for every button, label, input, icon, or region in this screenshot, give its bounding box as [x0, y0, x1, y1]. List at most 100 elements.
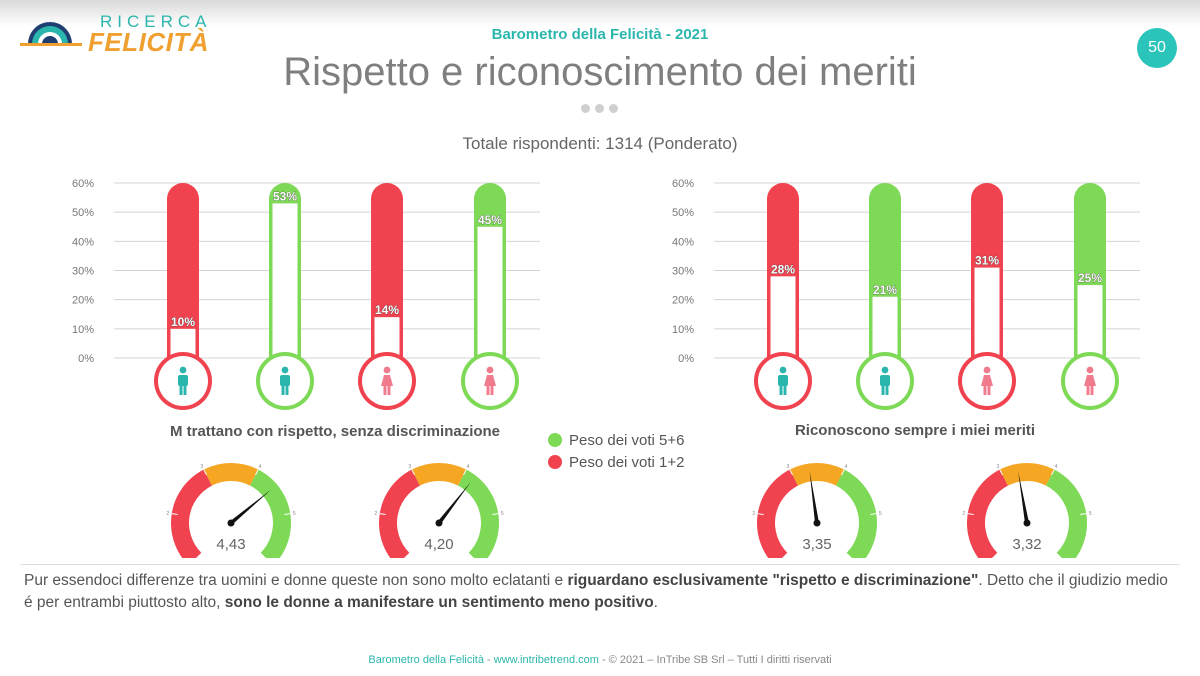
gauge-segment [757, 469, 798, 566]
chart-caption-rispetto: M trattano con rispetto, senza discrimin… [169, 423, 501, 440]
gauge-tick-label: 4 [467, 464, 470, 470]
gauge-tick [203, 469, 207, 476]
report-title: Barometro della Felicità - 2021 [491, 26, 709, 43]
data-label: 53% [273, 189, 297, 203]
legend-label-red: Peso dei voti 1+2 [569, 454, 685, 471]
logo-text-bottom: FELICITÀ [88, 27, 209, 57]
gauge-tick-label: 3 [201, 464, 204, 470]
legend-dot-green [548, 433, 562, 447]
legend-item-red: Peso dei voti 1+2 [548, 452, 685, 474]
footnote-text: . [653, 594, 658, 611]
legend-item-green: Peso dei voti 5+6 [548, 430, 685, 452]
gauge-tick-label: 5 [879, 511, 882, 517]
gauge-segment [836, 469, 877, 566]
gauge-tick [999, 469, 1003, 476]
gauge-value: 3,32 [1012, 536, 1042, 553]
male-icon [778, 366, 788, 395]
gauge-segment [999, 463, 1055, 486]
gauge-dial: 123456 [374, 463, 504, 572]
pagination-dots [581, 100, 623, 118]
footer-sep: - [483, 654, 494, 666]
gauge-tick-label: 2 [962, 511, 965, 517]
footer-brand: Barometro della Felicità [368, 654, 484, 666]
gauge-tick [757, 513, 764, 516]
data-label: 25% [1078, 271, 1102, 285]
top-bar [0, 0, 1200, 26]
footnote-bold: sono le donne a manifestare un sentiment… [224, 594, 654, 611]
y-tick-label: 30% [72, 266, 94, 278]
data-label: 10% [171, 315, 195, 329]
y-tick-label: 10% [672, 324, 694, 336]
y-tick-label: 30% [672, 266, 694, 278]
gauge-dial: 123456 [962, 463, 1092, 572]
gauge-tick [841, 469, 845, 476]
y-tick-label: 10% [72, 324, 94, 336]
gauge-tick-label: 5 [501, 511, 504, 517]
chart-caption-meriti: Riconoscono sempre i miei meriti [794, 422, 1036, 439]
footnote-bold: riguardano esclusivamente "rispetto e di… [567, 572, 979, 589]
gauge-tick-label: 2 [752, 511, 755, 517]
y-tick-label: 50% [72, 207, 94, 219]
gauge-tick [789, 469, 793, 476]
y-tick-label: 40% [672, 236, 694, 248]
gauge-tick [967, 513, 974, 516]
data-label: 45% [478, 213, 502, 227]
legend: Peso dei voti 5+6 Peso dei voti 1+2 [548, 430, 685, 474]
gauge-tick [255, 469, 259, 476]
footer-link[interactable]: www.intribetrend.com [493, 654, 599, 666]
gauge-segment [250, 469, 291, 566]
gauge-needle [809, 471, 819, 524]
legend-dot-red [548, 455, 562, 469]
y-tick-label: 50% [672, 207, 694, 219]
logo-text-top: RICERCA [100, 12, 212, 31]
data-label: 28% [771, 262, 795, 276]
gauge-segment [967, 469, 1008, 566]
gauge-tick [492, 513, 499, 516]
gauge-tick-label: 3 [787, 464, 790, 470]
gauge-tick [411, 469, 415, 476]
footer-copyright: - © 2021 – InTribe SB Srl – Tutti I diri… [598, 654, 832, 666]
gauge-tick-label: 4 [259, 464, 262, 470]
male-icon [280, 366, 290, 395]
y-tick-label: 20% [72, 295, 94, 307]
y-tick-label: 60% [72, 178, 94, 190]
gauge-dial: 123456 [166, 463, 296, 572]
gauge-meriti-m: 123456 3,35 [752, 458, 882, 572]
page-number-badge: 50 [1137, 28, 1177, 68]
gauge-pivot [435, 519, 443, 527]
thermometer-chart-rispetto: 60% 50% 40% 30% 20% 10% 0% 10% 53% 14% 45% [72, 178, 540, 410]
gauge-tick [284, 513, 291, 516]
gauge-tick-label: 4 [845, 464, 848, 470]
gauge-segment [203, 463, 259, 486]
female-icon [381, 366, 393, 395]
gauge-tick [870, 513, 877, 516]
footnote: Pur essendoci differenze tra uomini e do… [24, 570, 1174, 614]
logo-icon [20, 22, 82, 46]
divider [20, 564, 1180, 565]
legend-label-green: Peso dei voti 5+6 [569, 432, 685, 449]
female-icon [981, 366, 993, 395]
gauge-segment [411, 463, 467, 486]
y-tick-label: 40% [72, 236, 94, 248]
respondents-text: Totale rispondenti: 1314 (Ponderato) [462, 134, 738, 153]
gauge-tick-label: 3 [409, 464, 412, 470]
gauge-meriti-f: 123456 3,32 [962, 458, 1092, 572]
data-label: 31% [975, 254, 999, 268]
gauge-value: 4,43 [216, 536, 246, 553]
gauge-tick [463, 469, 467, 476]
male-icon [880, 366, 890, 395]
gauge-tick-label: 4 [1055, 464, 1058, 470]
footer: Barometro della Felicità - www.intribetr… [0, 654, 1200, 666]
y-tick-label: 20% [672, 295, 694, 307]
gauge-rispetto-m: 123456 4,43 [166, 458, 296, 572]
y-tick-label: 60% [672, 178, 694, 190]
slide-title: Rispetto e riconoscimento dei meriti [283, 50, 917, 94]
gauge-tick [379, 513, 386, 516]
y-tick-label: 0% [678, 353, 694, 365]
gauge-segment [458, 469, 499, 566]
gauge-dial: 123456 [752, 463, 882, 572]
y-tick-label: 0% [78, 353, 94, 365]
gauge-rispetto-f: 123456 4,20 [374, 458, 504, 572]
data-label: 14% [375, 303, 399, 317]
gauge-needle [437, 481, 471, 525]
